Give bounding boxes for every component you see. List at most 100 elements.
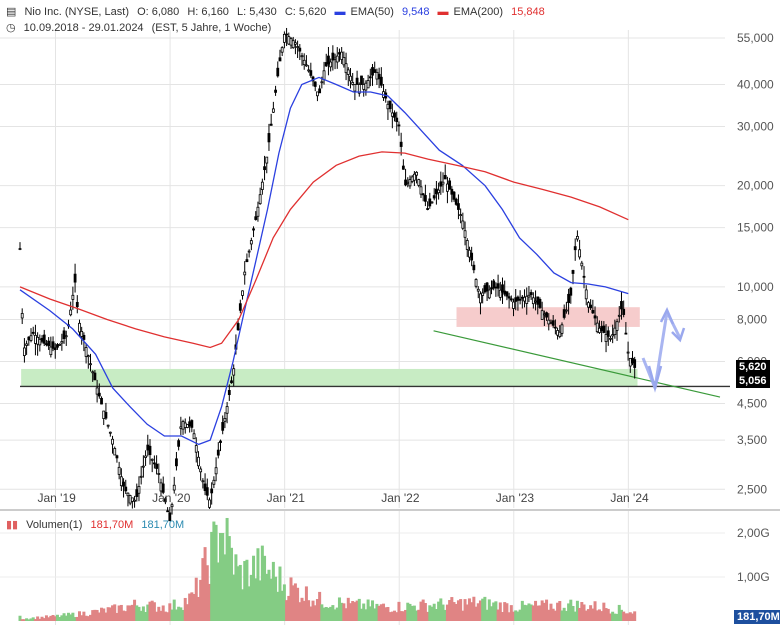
volume-bar [613,613,617,621]
candle-body [498,289,502,298]
volume-bar [337,597,341,621]
volume-bar [139,610,143,621]
candle-body [265,156,269,164]
candle-body [166,510,170,513]
volume-bar [395,612,399,621]
volume-bar [547,609,551,621]
candle-body [73,273,77,283]
chart-header: ▤ Nio Inc. (NYSE, Last) O: 6,080 H: 6,16… [6,5,550,18]
volume-bar [355,600,359,621]
candle-body [236,323,240,331]
candle-body [104,412,108,419]
volume-bar [359,608,363,621]
volume-bar [304,586,308,621]
candle-body [89,363,92,366]
candle-body [490,287,493,290]
volume-bar [69,614,73,621]
candle-body [227,390,231,396]
candle-body [576,235,579,240]
volume-bar [525,605,529,621]
volume-bar [545,599,549,621]
volume-bar [624,613,628,621]
volume-bar [600,611,604,621]
volume-bar [335,607,339,621]
candle-body [115,455,119,459]
volume-bar [249,574,253,621]
candle-body [113,448,117,456]
volume-bar [412,605,416,621]
candle-body [75,302,79,308]
candle-body [388,100,392,110]
volume-bar [97,612,101,621]
candle-body [318,88,322,94]
candle-body [316,91,319,97]
candle-body [181,421,185,430]
volume-bar [443,609,447,621]
volume-bar [135,605,139,621]
candle-body [157,473,161,475]
range-header: ◷ 10.09.2018 - 29.01.2024 (EST, 5 Jahre,… [6,21,276,34]
volume-bar [481,598,485,621]
candle-body [631,357,634,364]
ema50-swatch: ▬ [334,6,346,18]
volume-bar [501,611,505,621]
candle-body [514,297,518,302]
candle-body [633,359,637,368]
candle-body [78,322,81,333]
candle-body [53,347,57,351]
volume-bar [29,618,33,621]
volume-bar [172,599,176,621]
candle-body [111,438,114,445]
candle-body [529,292,533,296]
candle-body [307,69,311,72]
candle-body [545,312,548,318]
volume-bar [626,613,630,621]
arrow-head-right-icon [671,327,686,343]
candle-body [276,67,280,77]
candle-body [406,181,410,184]
candle-body [487,289,491,299]
volume-layer [18,517,637,621]
volume-tick-label: 2,00G [737,526,770,540]
candle-body [168,512,172,522]
candle-body [296,46,300,48]
candle-body [549,322,553,325]
volume-bar [364,609,368,621]
volume-bar [280,590,284,621]
volume-bar [108,607,112,621]
candle-body [600,326,604,331]
candle-body [47,340,51,347]
candle-body [496,283,500,289]
volume-bar [399,611,403,621]
volume-bar [489,606,493,621]
candle-body [371,67,374,76]
candle-body [454,198,458,205]
candle-body [340,51,344,60]
volume-bar [351,601,355,621]
candle-body [492,280,496,289]
volume-bar [254,578,258,621]
projection-arrow-path [641,310,682,390]
candle-body [302,59,306,66]
candle-body [351,82,355,85]
candle-body [62,330,66,340]
candle-body [430,201,434,204]
volume-bar [472,596,476,621]
volume-bar [523,604,527,621]
candle-body [401,165,405,170]
volume-bar [421,599,425,621]
candle-body [216,449,220,456]
candle-body [620,301,623,310]
volume-bar [188,593,192,621]
volume-tick-label: 1,00G [737,570,770,584]
volume-bar [144,611,148,621]
candle-body [527,294,531,298]
candle-body [415,171,418,176]
candle-body [117,466,121,475]
volume-bar [146,604,150,621]
y-tick-label: 10,000 [737,280,774,294]
candle-body [245,259,249,262]
candle-body [622,308,626,315]
candle-body [285,33,288,36]
volume-bar [115,612,119,621]
